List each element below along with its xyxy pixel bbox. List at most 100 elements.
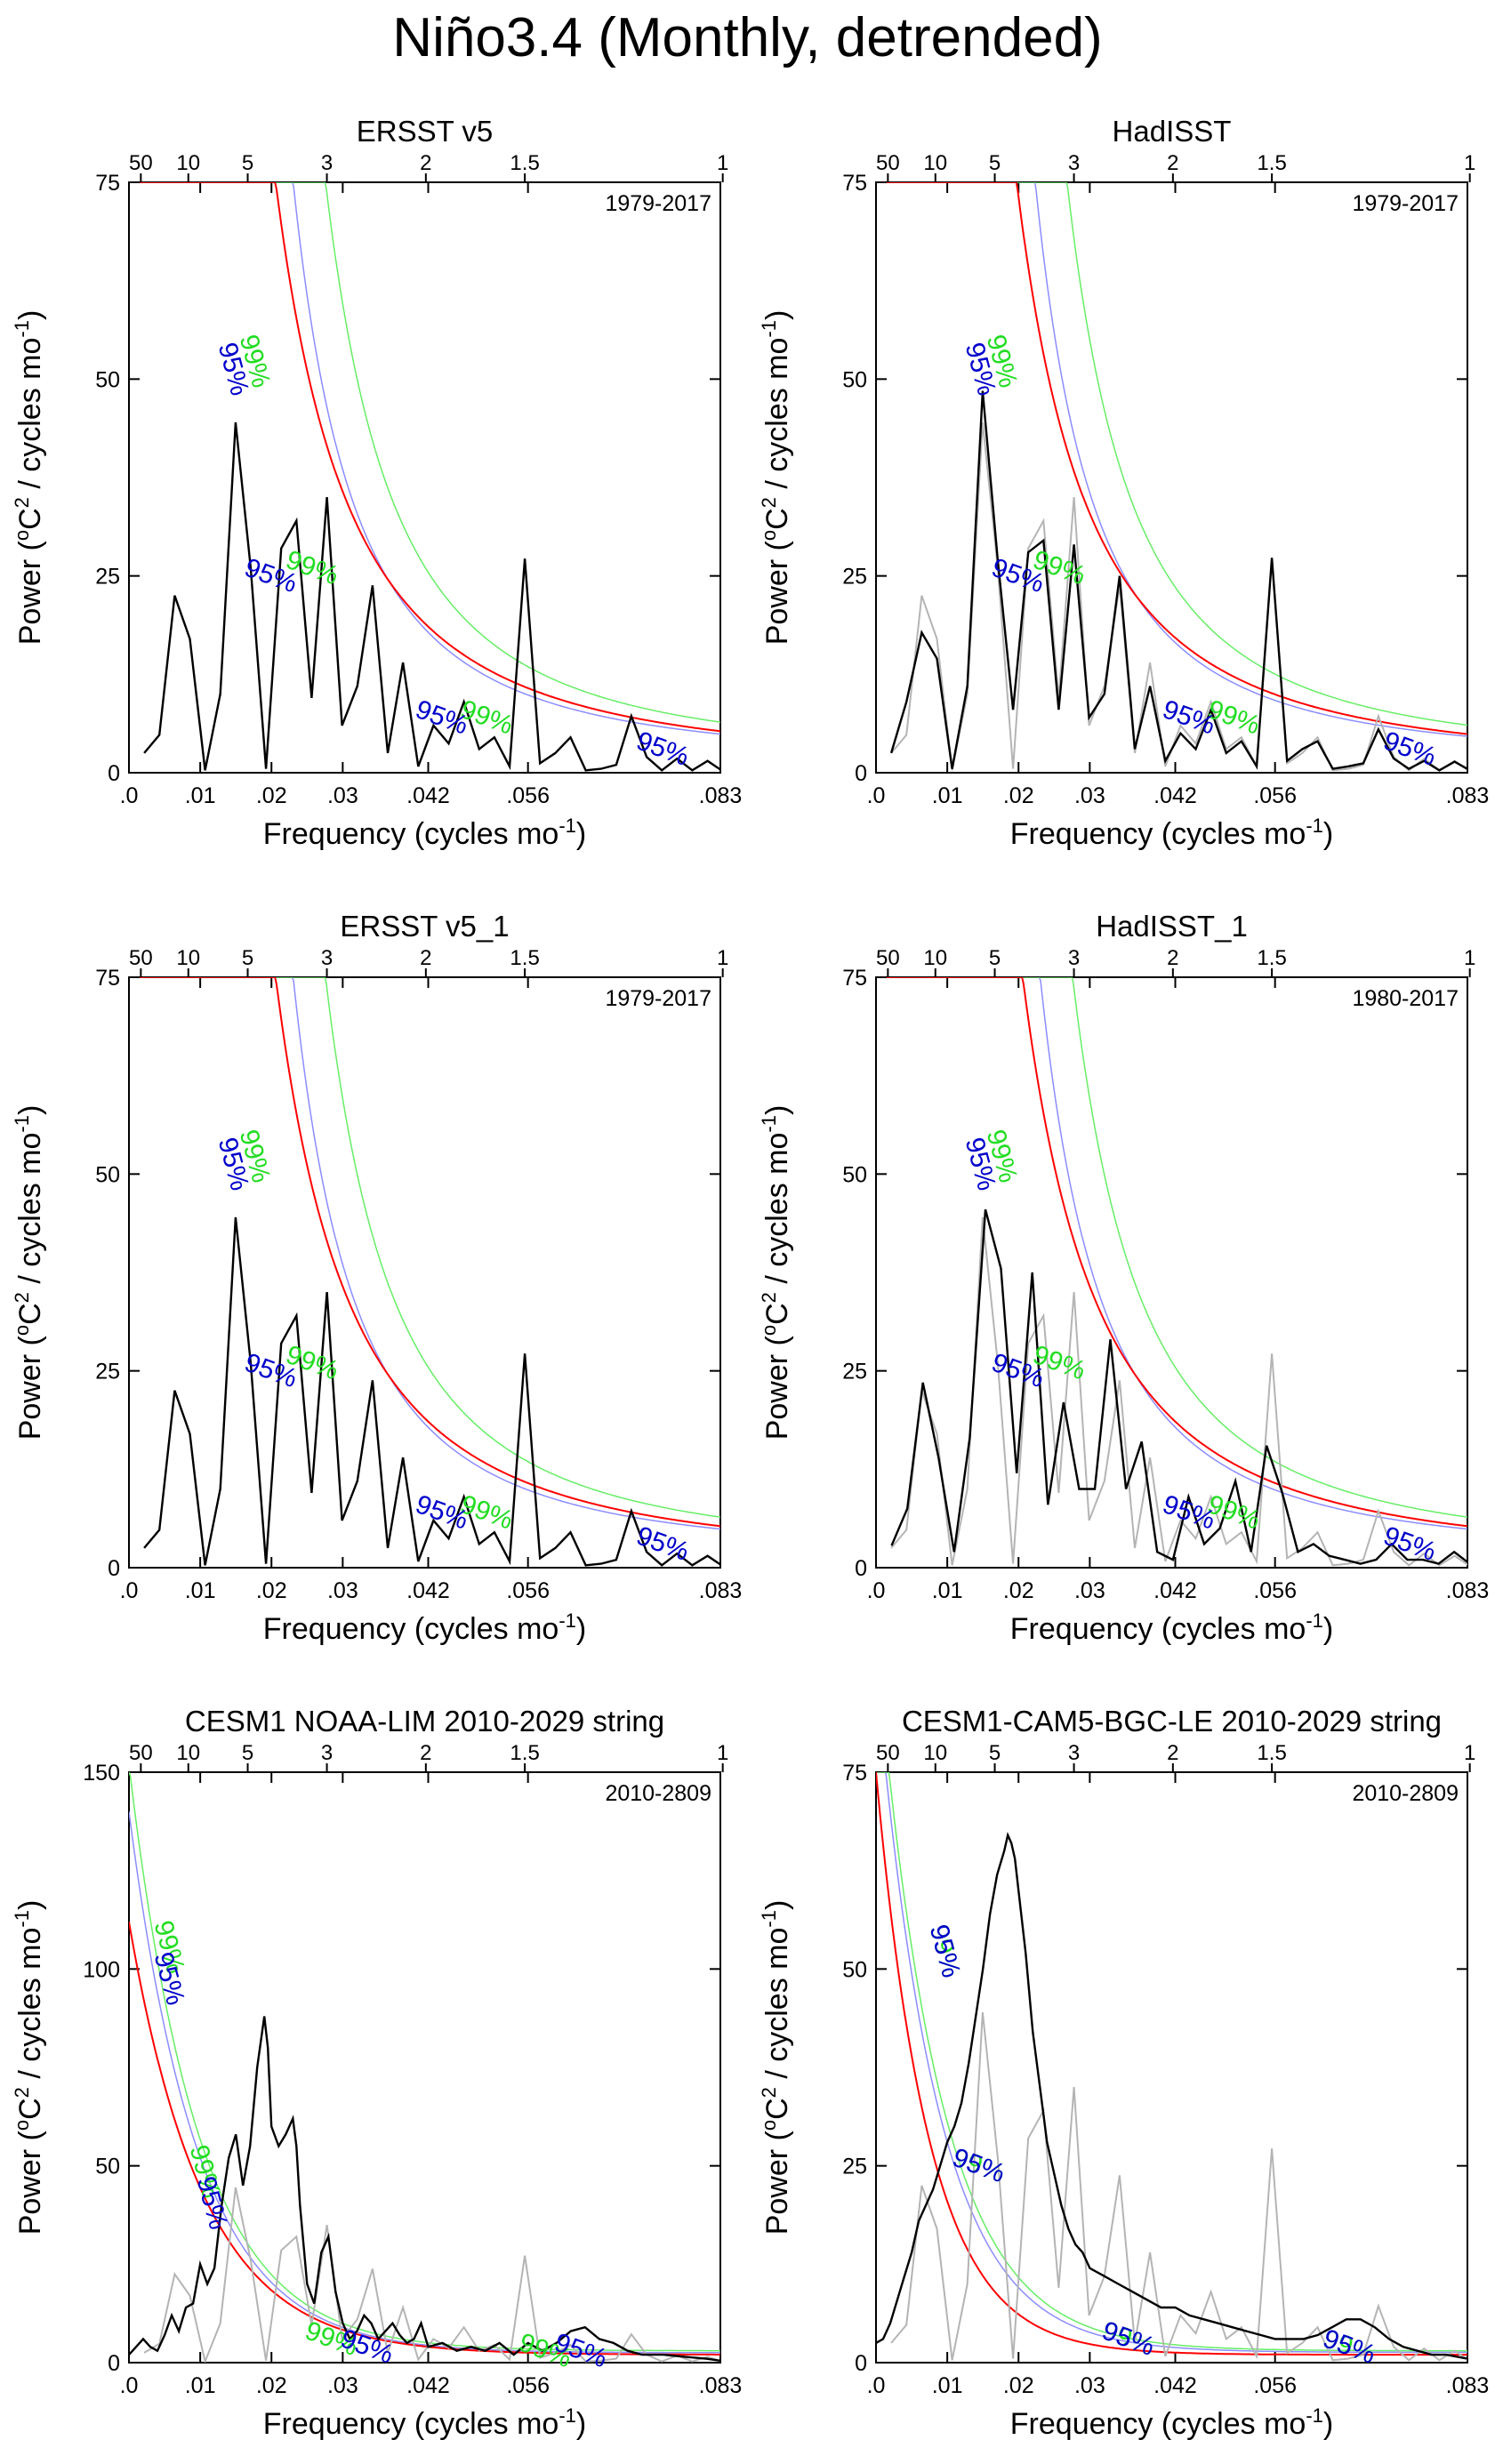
y-tick-label: 75 (95, 171, 120, 196)
x-axis-label-text: Frequency (cycles mo (263, 1612, 559, 1646)
period-label: 1979-2017 (605, 191, 711, 216)
y-axis-label-part: / cycles mo (13, 338, 47, 497)
x-tick-label: .02 (256, 2373, 287, 2398)
y-axis-label: Power (oC2 / cycles mo-1) (758, 310, 794, 646)
obs-spectrum-line (890, 421, 1467, 772)
y-axis-label-part: 2 (11, 2087, 33, 2098)
y-tick-label: 25 (842, 565, 867, 590)
top-tick-label: 50 (129, 1741, 153, 1765)
spectrum-line (143, 1216, 720, 1567)
x-axis-label-close: ) (576, 817, 586, 851)
red-noise-curve (887, 182, 1467, 735)
x-axis-label-sup: -1 (1306, 815, 1323, 837)
top-tick-label: 10 (923, 151, 947, 175)
panel-title: CESM1-CAM5-BGC-LE 2010-2029 string (902, 1705, 1442, 1738)
y-axis-label-part: -1 (11, 1910, 33, 1928)
x-tick-label: .01 (185, 2373, 216, 2398)
period-label: 1979-2017 (605, 986, 711, 1011)
top-tick-label: 1.5 (1257, 1741, 1286, 1765)
y-tick-label: 100 (83, 1957, 120, 1982)
y-tick-label: 50 (842, 1162, 867, 1187)
sig95-label: 95% (1098, 2316, 1159, 2363)
x-tick-label: .042 (406, 783, 450, 808)
top-tick-label: 1 (1464, 151, 1475, 175)
x-axis-label-close: ) (576, 2407, 586, 2441)
x-tick-label: .056 (506, 2373, 550, 2398)
chart-panel-6: CESM1-CAM5-BGC-LE 2010-2029 string 2010-2… (758, 1705, 1489, 2441)
x-tick-label: .056 (506, 783, 550, 808)
y-axis-label-part: o (11, 2120, 33, 2131)
x-axis-label-sup: -1 (559, 2404, 576, 2427)
top-tick-label: 1.5 (510, 946, 539, 970)
y-axis-label-part: ) (13, 310, 47, 320)
top-tick-label: 50 (129, 946, 153, 970)
y-axis-label-part: ) (760, 1900, 794, 1910)
y-axis-label-part: o (758, 1325, 780, 1336)
top-tick-label: 3 (321, 151, 333, 175)
top-tick-label: 1.5 (1257, 946, 1286, 970)
y-axis-label-part: -1 (11, 1115, 33, 1133)
plot-frame (128, 1771, 721, 2364)
y-axis-label-part: / cycles mo (13, 1928, 47, 2087)
top-tick-label: 1 (1464, 946, 1475, 970)
x-tick-label: .042 (406, 2373, 450, 2398)
x-tick-label: .056 (1253, 2373, 1297, 2398)
top-tick-label: 10 (176, 151, 200, 175)
y-axis-label: Power (oC2 / cycles mo-1) (758, 1900, 794, 2235)
top-tick-label: 3 (1068, 1741, 1080, 1765)
top-tick-label: 50 (876, 1741, 900, 1765)
sig99-curve (218, 182, 720, 723)
y-axis-label-part: / cycles mo (13, 1133, 47, 1292)
y-tick-label: 0 (855, 2351, 867, 2376)
x-axis-label-text: Frequency (cycles mo (1010, 1612, 1306, 1646)
panel-title: CESM1 NOAA-LIM 2010-2029 string (185, 1705, 664, 1738)
sig99-curve (218, 977, 720, 1518)
y-tick-label: 25 (842, 1360, 867, 1384)
y-tick-label: 0 (108, 1556, 120, 1581)
red-noise-curve (129, 1922, 720, 2356)
x-tick-label: .056 (506, 1578, 550, 1603)
top-tick-label: 1 (717, 1741, 728, 1765)
y-axis-label-part: 2 (758, 497, 780, 508)
y-tick-label: 75 (842, 1761, 867, 1786)
panel-title: ERSST v5_1 (340, 910, 509, 943)
panel-title: HadISST_1 (1096, 910, 1248, 943)
top-tick-label: 2 (1167, 946, 1178, 970)
y-axis-label-part: C (760, 508, 794, 530)
y-axis-label-part: o (758, 2120, 780, 2131)
x-tick-label: .083 (699, 1578, 743, 1603)
sig95-label: 95% (1159, 694, 1219, 741)
obs-spectrum-line (890, 1216, 1467, 1567)
plot-area (140, 977, 720, 1567)
x-tick-label: .056 (1253, 1578, 1297, 1603)
red-noise-curve (140, 977, 720, 1528)
sig99-curve (965, 182, 1467, 726)
sig95-label: 95% (632, 1521, 693, 1568)
x-axis-label-close: ) (1323, 817, 1333, 851)
y-tick-label: 50 (842, 1957, 867, 1982)
y-tick-label: 25 (95, 565, 120, 590)
top-tick-label: 50 (876, 151, 900, 175)
y-axis-label-part: o (11, 530, 33, 541)
top-tick-label: 2 (1167, 151, 1178, 175)
y-tick-label: 50 (842, 367, 867, 392)
x-tick-label: .0 (120, 2373, 139, 2398)
plot-area (140, 182, 720, 772)
plot-frame (875, 181, 1468, 774)
y-tick-label: 50 (95, 2155, 120, 2179)
x-axis-label-sup: -1 (559, 1609, 576, 1632)
x-axis-label: Frequency (cycles mo-1) (263, 2404, 586, 2441)
y-axis-label-part: 2 (758, 1292, 780, 1303)
x-tick-label: .083 (1446, 2373, 1490, 2398)
x-tick-label: .01 (932, 1578, 963, 1603)
x-axis-label-text: Frequency (cycles mo (263, 2407, 559, 2441)
x-tick-label: .02 (1003, 1578, 1034, 1603)
sig99-curve (876, 1772, 1467, 2352)
y-axis-label-part: C (13, 2098, 47, 2120)
y-axis-label: Power (oC2 / cycles mo-1) (758, 1105, 794, 1441)
sig99-curve (965, 977, 1467, 1518)
x-axis-label-sup: -1 (1306, 2404, 1323, 2427)
red-noise-curve (887, 977, 1467, 1528)
spectrum-line (129, 2016, 720, 2362)
